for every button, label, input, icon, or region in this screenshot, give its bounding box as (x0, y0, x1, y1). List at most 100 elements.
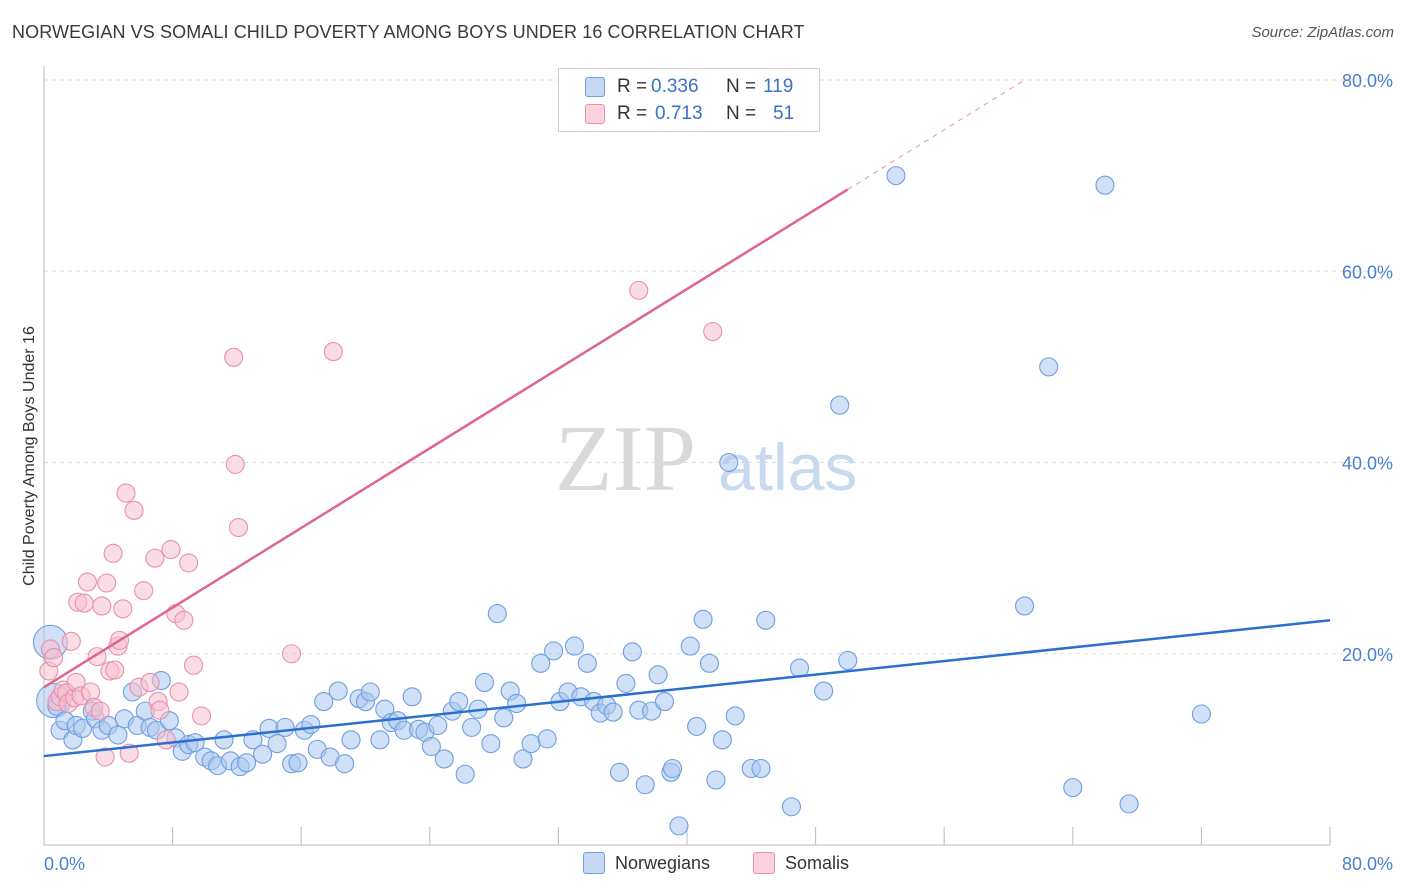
norwegian-point (513, 749, 533, 769)
somali-point (145, 548, 165, 568)
somali-point (191, 706, 212, 726)
norwegian-point (531, 653, 551, 673)
series-legend-norwegians: Norwegians (583, 852, 710, 874)
x-tick-label: 80.0% (1342, 854, 1393, 874)
norwegian-point (1191, 704, 1211, 724)
norwegian-point (680, 636, 700, 656)
norwegian-point (73, 718, 93, 738)
somali-point (90, 701, 110, 721)
norwegian-point (428, 715, 448, 736)
norwegian-point (288, 753, 308, 773)
somali-point (74, 593, 94, 613)
y-tick-label: 20.0% (1342, 645, 1393, 665)
norwegian-point (725, 706, 745, 726)
norwegian-point (360, 682, 380, 702)
somali-point (228, 517, 249, 538)
norwegian-point (706, 770, 726, 790)
swatch-norwegians (583, 852, 605, 874)
norwegian-point (751, 758, 771, 779)
swatch-somalis (753, 852, 775, 874)
norwegian-point (108, 725, 128, 745)
norwegian-point (662, 758, 683, 779)
norwegian-point (622, 642, 642, 662)
norwegian-point (1015, 596, 1035, 616)
series-name-somalis: Somalis (785, 852, 850, 873)
norwegian-point (341, 730, 361, 750)
norwegian-point (487, 604, 507, 624)
norwegian-point (474, 672, 495, 692)
series-legend-somalis: Somalis (753, 852, 849, 874)
norwegian-point (712, 730, 732, 750)
legend-r-value: 0.713 (655, 103, 703, 124)
chart-title: NORWEGIAN VS SOMALI CHILD POVERTY AMONG … (12, 22, 805, 42)
somali-point (134, 581, 154, 601)
norwegian-point (449, 692, 469, 712)
norwegian-point (577, 653, 597, 673)
norwegian-point (267, 734, 287, 754)
somali-trend-line (43, 188, 849, 689)
norwegian-point (635, 775, 655, 795)
norwegian-point (1039, 357, 1059, 377)
norwegian-point (214, 730, 234, 750)
somali-point (61, 631, 81, 651)
somali-point (179, 553, 199, 573)
norwegian-point (609, 762, 630, 782)
norwegian-point (830, 395, 850, 415)
source-credit: Source: ZipAtlas.com (1251, 24, 1394, 41)
somali-point (103, 543, 123, 563)
norwegian-point (1095, 175, 1115, 195)
norwegian-point (236, 753, 257, 773)
somali-point (183, 655, 204, 675)
somali-points (39, 280, 723, 767)
somali-trend-extension (847, 79, 1025, 191)
somali-point (140, 672, 160, 692)
norwegian-point (537, 729, 557, 749)
norwegian-point (544, 641, 564, 661)
norwegian-point (335, 754, 355, 774)
somali-point (124, 500, 144, 520)
norwegian-point (616, 673, 636, 693)
norwegian-point (462, 717, 482, 737)
legend-n-label: N = (726, 103, 757, 124)
norwegian-point (603, 702, 623, 722)
norwegian-point (886, 166, 906, 186)
norwegian-point (301, 714, 321, 735)
norwegian-point (185, 733, 205, 753)
norwegian-point (421, 736, 441, 757)
norwegian-point (1063, 778, 1083, 798)
norwegian-point (481, 734, 501, 754)
norwegian-point (642, 701, 662, 721)
trend-lines (43, 79, 1331, 758)
somali-point (323, 342, 343, 362)
legend-r-label: R = (617, 103, 648, 124)
correlation-legend: R = 0.336 N = 119 R = 0.713 N = 51 (558, 68, 820, 132)
y-tick-label: 80.0% (1342, 71, 1393, 91)
somali-point (77, 572, 97, 592)
somali-point (156, 730, 176, 750)
somali-point (97, 573, 117, 593)
watermark-atlas: atlas (718, 430, 857, 504)
legend-swatch-norwegians (585, 77, 605, 97)
legend-r-value: 0.336 (651, 76, 699, 97)
legend-r-label: R = (617, 76, 648, 97)
y-tick-label: 60.0% (1342, 262, 1393, 282)
somali-point (95, 747, 115, 767)
norwegian-point (275, 717, 295, 737)
norwegian-point (314, 692, 334, 712)
norwegian-point (455, 764, 475, 784)
norwegian-point (370, 730, 390, 750)
somali-point (105, 660, 125, 680)
somali-point (224, 347, 244, 367)
legend-n-label: N = (726, 76, 757, 97)
norwegian-point (781, 797, 802, 817)
norwegian-point (648, 665, 668, 685)
norwegian-point (507, 693, 527, 714)
norwegian-point (1119, 794, 1139, 814)
norwegian-point (402, 687, 422, 707)
norwegian-trend-line (43, 619, 1331, 758)
somali-point (44, 648, 64, 668)
norwegian-point (687, 716, 707, 736)
somali-point (161, 539, 181, 560)
watermark: ZIP atlas (555, 407, 857, 511)
somali-point (703, 321, 723, 342)
